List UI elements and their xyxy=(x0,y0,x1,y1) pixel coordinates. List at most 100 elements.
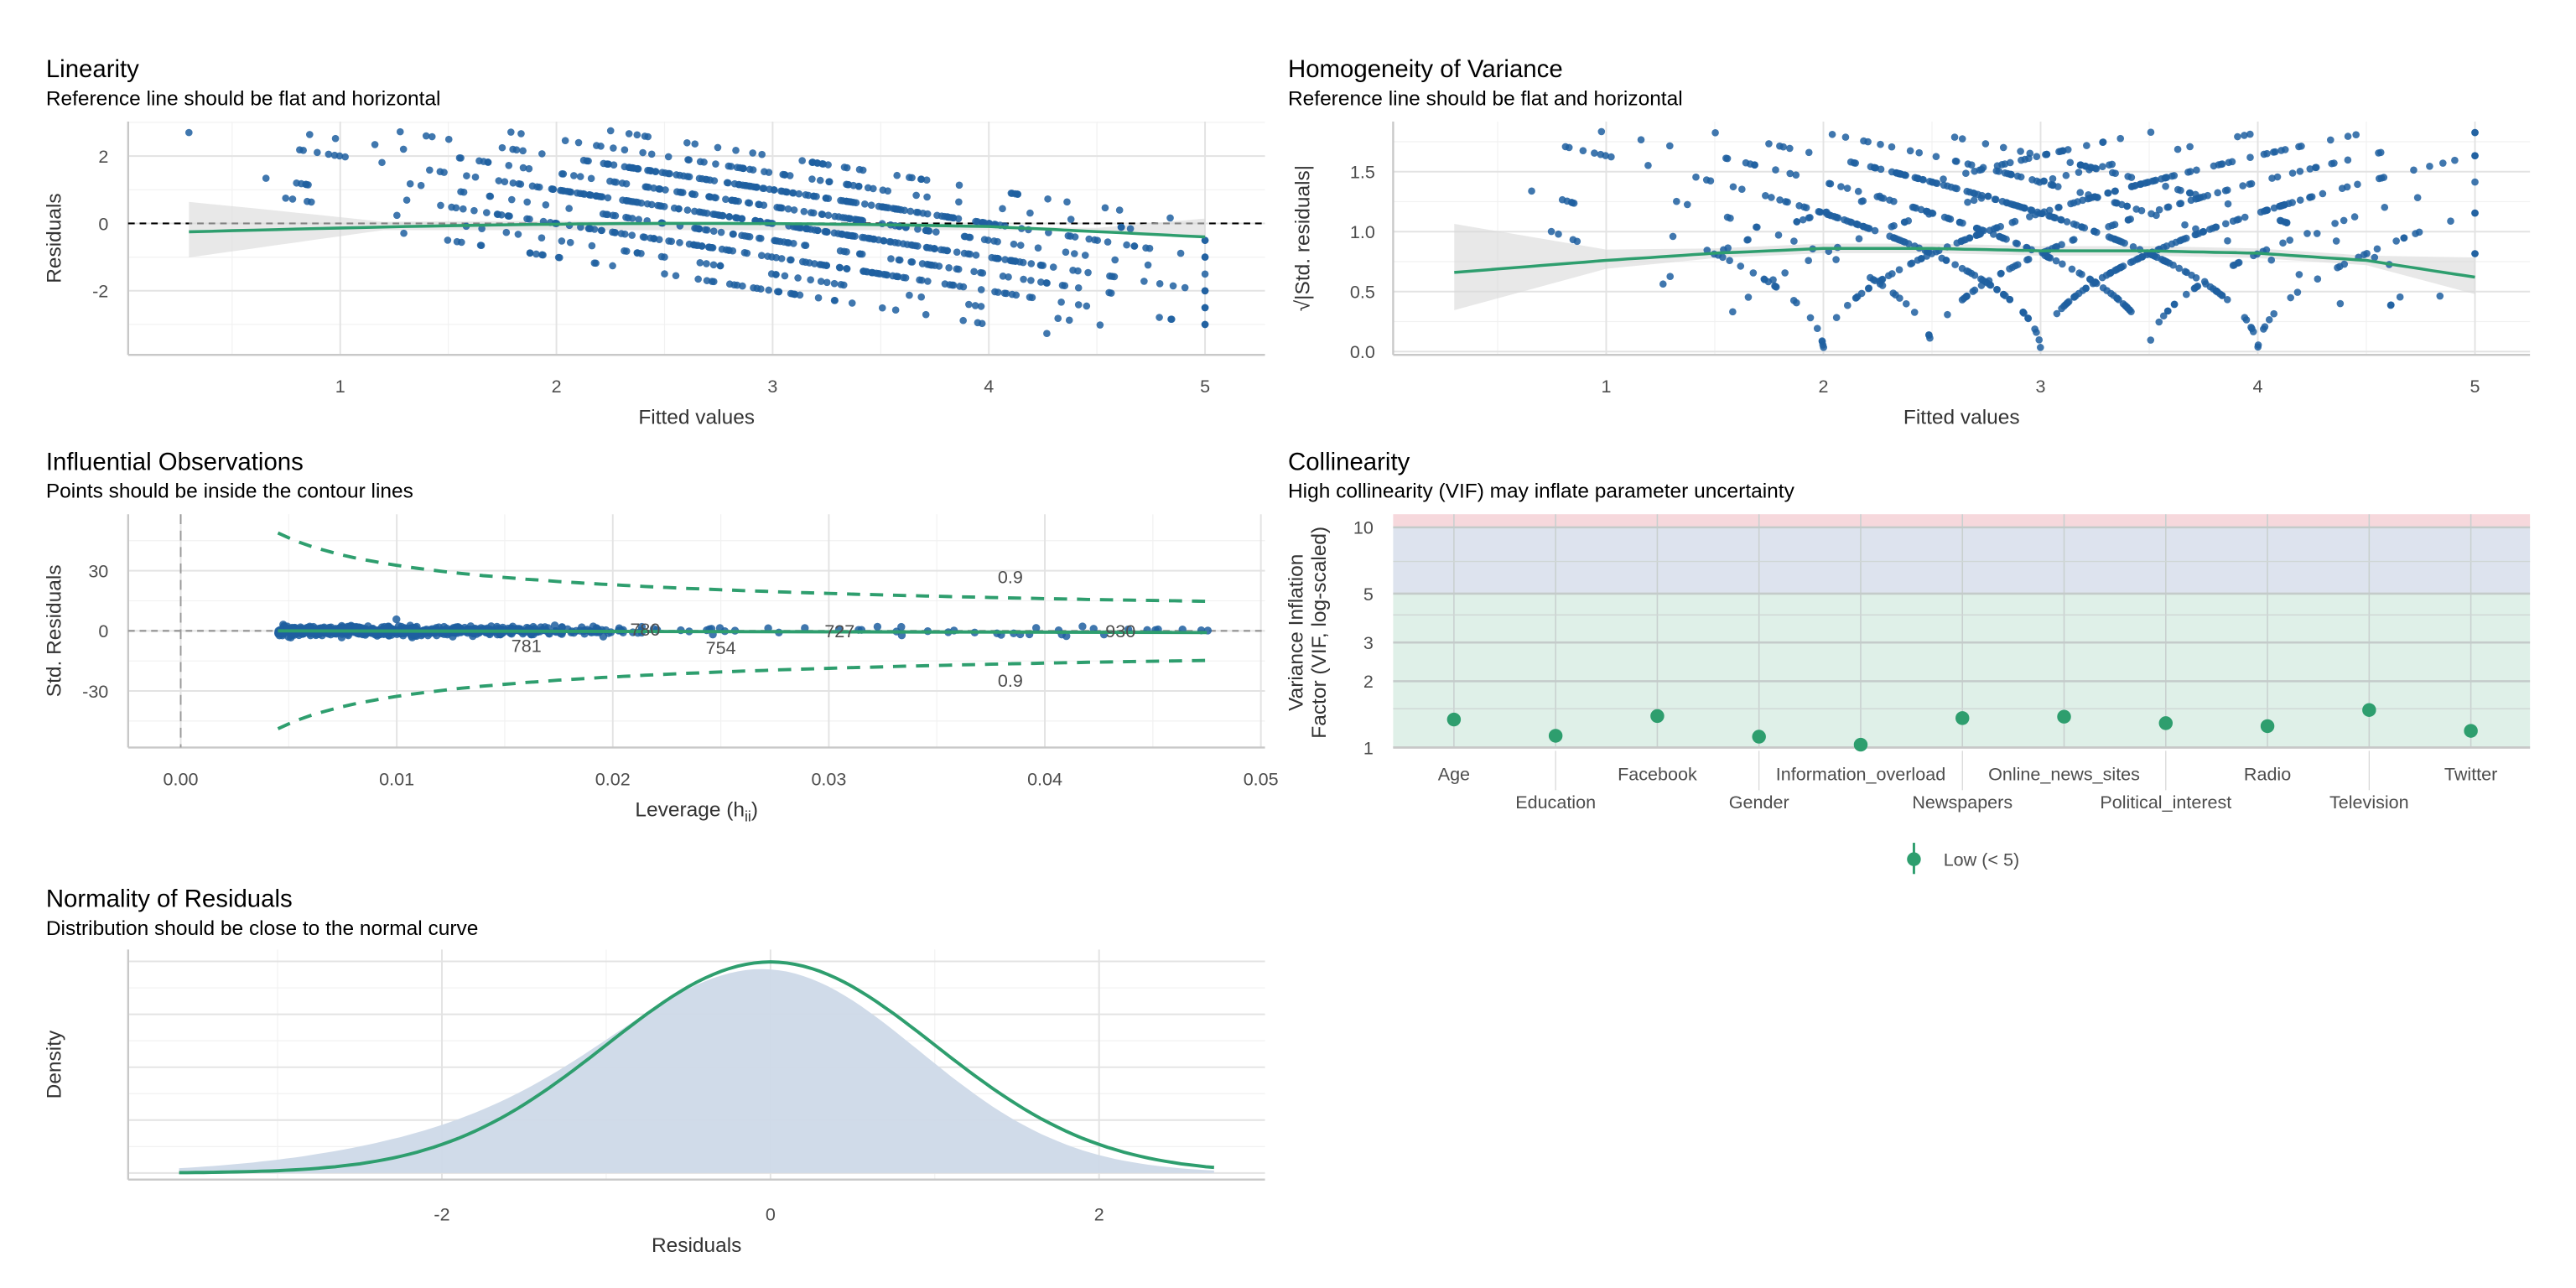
vif-point-television xyxy=(2362,703,2376,717)
point xyxy=(2117,263,2125,272)
point xyxy=(855,165,864,174)
point xyxy=(895,205,902,213)
point xyxy=(1096,321,1104,329)
point xyxy=(611,229,620,236)
point xyxy=(2205,226,2214,233)
point xyxy=(965,300,973,309)
point xyxy=(538,251,546,259)
point xyxy=(567,188,575,196)
point xyxy=(417,181,425,190)
collinearity-title: Collinearity xyxy=(1288,448,1410,475)
point xyxy=(2174,185,2182,194)
point xyxy=(2099,138,2107,146)
point xyxy=(2392,237,2400,245)
point xyxy=(2436,292,2444,300)
point xyxy=(493,210,501,218)
point xyxy=(2257,208,2265,216)
point xyxy=(1711,128,1719,137)
vif-point-education xyxy=(1548,729,1563,743)
point xyxy=(2058,304,2065,313)
point xyxy=(606,127,615,135)
point xyxy=(1998,161,2006,169)
point xyxy=(1951,261,1959,268)
point xyxy=(2082,284,2090,293)
point xyxy=(2281,200,2288,209)
point xyxy=(1944,310,1951,319)
point xyxy=(972,251,980,259)
point xyxy=(765,286,773,294)
point xyxy=(937,212,946,220)
collinearity-subtitle: High collinearity (VIF) may inflate para… xyxy=(1288,480,1795,503)
point xyxy=(460,188,468,196)
point xyxy=(583,157,591,165)
point xyxy=(399,145,408,153)
point xyxy=(1105,288,1113,297)
point xyxy=(610,144,617,152)
linearity-xlabel: Fitted values xyxy=(638,406,755,428)
point xyxy=(1970,196,1978,205)
point xyxy=(732,146,740,154)
point xyxy=(604,194,612,202)
point xyxy=(971,302,979,309)
point xyxy=(1971,190,1979,198)
point xyxy=(1005,273,1012,281)
point xyxy=(283,622,292,631)
point xyxy=(2075,169,2083,176)
point xyxy=(922,176,931,184)
point xyxy=(396,127,404,136)
point xyxy=(2336,299,2345,308)
point xyxy=(2127,216,2134,223)
point xyxy=(526,249,534,257)
point xyxy=(807,209,815,216)
x-tick-label: 0.00 xyxy=(164,768,199,789)
normality-title: Normality of Residuals xyxy=(46,885,293,912)
point xyxy=(716,262,724,270)
cooks-distance-contour-lower xyxy=(277,658,1208,730)
point xyxy=(1779,143,1788,151)
linearity-title: Linearity xyxy=(46,55,139,83)
collinearity-ylabel-line2: Factor (VIF, log-scaled) xyxy=(1308,527,1331,739)
point xyxy=(949,281,958,289)
loess-line xyxy=(1454,247,2475,279)
point xyxy=(676,239,683,247)
point xyxy=(717,228,725,236)
point xyxy=(974,319,982,327)
point xyxy=(2070,293,2078,301)
point xyxy=(1821,209,1830,216)
point xyxy=(610,178,618,186)
point xyxy=(1078,622,1087,631)
point xyxy=(580,190,589,198)
point xyxy=(1738,185,1746,194)
point xyxy=(598,226,605,235)
point xyxy=(1799,216,1807,224)
point xyxy=(2004,169,2012,178)
point xyxy=(2270,148,2277,156)
point xyxy=(2221,220,2230,228)
point xyxy=(2192,273,2200,282)
point xyxy=(1074,267,1082,275)
loess-line xyxy=(278,629,1208,635)
point xyxy=(1042,279,1051,287)
point xyxy=(2186,143,2194,151)
point xyxy=(627,197,635,205)
point xyxy=(561,137,569,145)
point xyxy=(558,169,566,178)
point xyxy=(517,180,525,188)
point xyxy=(532,250,540,258)
point xyxy=(2017,148,2024,155)
point xyxy=(897,622,906,631)
point xyxy=(891,306,900,314)
point xyxy=(619,196,626,204)
point xyxy=(1972,224,1981,232)
point xyxy=(708,243,716,252)
point xyxy=(823,228,831,236)
point xyxy=(2410,166,2418,174)
point xyxy=(1832,256,1840,263)
point xyxy=(1061,282,1069,290)
point xyxy=(1591,149,1598,157)
point xyxy=(2326,136,2334,144)
point xyxy=(480,158,488,165)
point xyxy=(641,183,650,191)
point xyxy=(1918,255,1925,262)
point xyxy=(628,231,636,239)
